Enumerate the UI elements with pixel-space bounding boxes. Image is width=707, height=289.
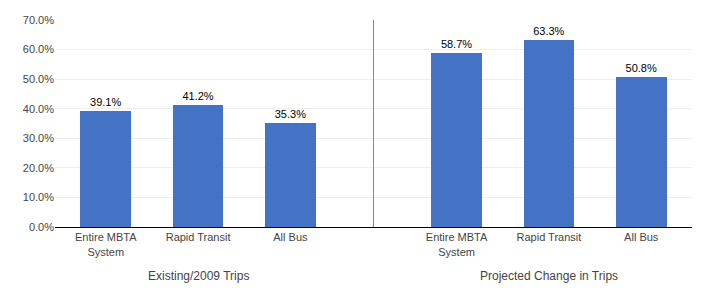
svg-text:70.0%: 70.0%	[23, 14, 54, 26]
svg-text:20.0%: 20.0%	[23, 162, 54, 174]
svg-text:Existing/2009 Trips: Existing/2009 Trips	[148, 269, 249, 283]
svg-text:Rapid Transit: Rapid Transit	[517, 231, 582, 243]
svg-text:50.0%: 50.0%	[23, 73, 54, 85]
svg-text:Entire MBTASystem: Entire MBTASystem	[75, 231, 137, 257]
svg-text:30.0%: 30.0%	[23, 132, 54, 144]
svg-text:50.8%: 50.8%	[626, 62, 657, 74]
svg-text:58.7%: 58.7%	[441, 38, 472, 50]
svg-text:All Bus: All Bus	[273, 231, 308, 243]
svg-text:Entire MBTASystem: Entire MBTASystem	[426, 231, 488, 257]
svg-text:35.3%: 35.3%	[275, 108, 306, 120]
svg-text:63.3%: 63.3%	[533, 25, 564, 37]
svg-text:0.0%: 0.0%	[29, 221, 54, 233]
svg-text:60.0%: 60.0%	[23, 43, 54, 55]
svg-text:39.1%: 39.1%	[90, 96, 121, 108]
svg-text:All Bus: All Bus	[624, 231, 659, 243]
svg-text:40.0%: 40.0%	[23, 103, 54, 115]
svg-text:Rapid Transit: Rapid Transit	[166, 231, 231, 243]
svg-text:41.2%: 41.2%	[182, 90, 213, 102]
svg-text:Projected Change in Trips: Projected Change in Trips	[480, 269, 618, 283]
svg-text:10.0%: 10.0%	[23, 191, 54, 203]
